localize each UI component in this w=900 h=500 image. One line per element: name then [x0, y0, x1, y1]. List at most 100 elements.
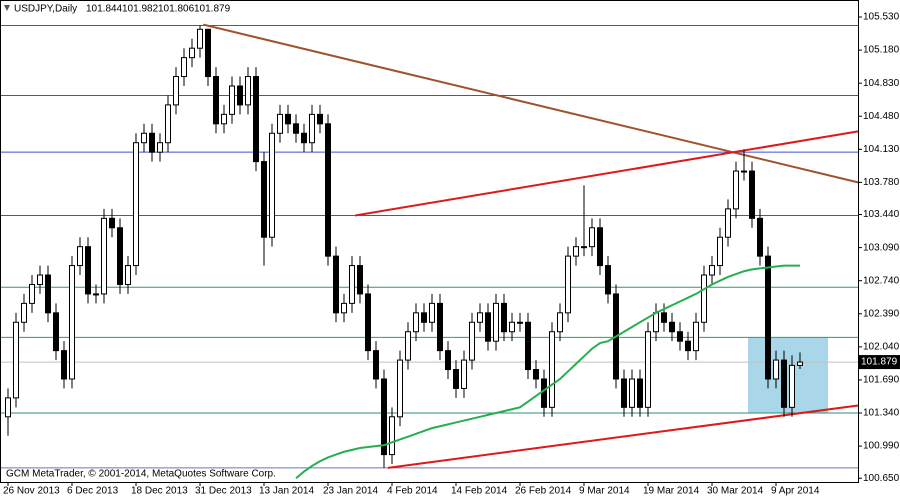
candle-body [333, 255, 339, 314]
y-tick-label: 105.530 [863, 12, 900, 23]
candle-body [389, 416, 395, 456]
candle-body [549, 331, 555, 408]
candle-body [709, 265, 715, 276]
x-tick-label: 31 Dec 2013 [195, 486, 252, 497]
candle-body [677, 331, 683, 342]
candle-body [717, 236, 723, 267]
candle-body [533, 369, 539, 380]
candle-body [509, 321, 515, 333]
candle-body [485, 312, 491, 342]
x-tick-label: 13 Jan 2014 [259, 486, 314, 497]
candle-body [557, 312, 563, 333]
candle-body [797, 361, 803, 366]
candle-body [749, 170, 755, 219]
candle-body [5, 397, 11, 418]
candle-body [69, 265, 75, 380]
candle-body [789, 364, 795, 408]
candle-body [493, 302, 499, 342]
price-label: 101.879 [861, 357, 898, 368]
zone [748, 337, 828, 414]
candle-body [421, 312, 427, 323]
candle-body [173, 76, 179, 106]
x-tick-label: 9 Apr 2014 [771, 486, 820, 497]
candle-body [317, 113, 323, 125]
candle-body [461, 359, 467, 389]
x-tick-label: 19 Mar 2014 [643, 486, 700, 497]
candle-body [301, 132, 307, 144]
menu-icon[interactable] [4, 5, 10, 11]
candle-body [349, 265, 355, 304]
open-value: 101.844 [86, 4, 123, 15]
candle-body [61, 350, 67, 380]
candle-body [293, 123, 299, 134]
candle-body [437, 302, 443, 352]
candle-body [397, 359, 403, 418]
candle-body [469, 321, 475, 361]
y-tick-label: 102.740 [863, 275, 900, 286]
candle-body [325, 123, 331, 257]
candle-body [245, 76, 251, 106]
candle-body [733, 170, 739, 210]
y-tick-label: 102.040 [863, 341, 900, 352]
candle-body [29, 283, 35, 304]
candle-body [277, 113, 283, 134]
candle-body [645, 331, 651, 408]
candle-body [85, 246, 91, 295]
symbol: USDJPY,Daily [14, 4, 77, 15]
y-tick-label: 104.130 [863, 144, 900, 155]
candle-body [581, 246, 587, 249]
candle-body [525, 321, 531, 371]
candle-body [501, 302, 507, 333]
candle-body [93, 293, 99, 296]
candle-body [661, 312, 667, 323]
candle-body [541, 378, 547, 408]
x-tick-label: 30 Mar 2014 [707, 486, 764, 497]
candle-body [629, 378, 635, 408]
candle-body [221, 113, 227, 125]
candle-body [269, 132, 275, 238]
credit: GCM MetaTrader, © 2001-2014, MetaQuotes … [6, 469, 276, 480]
trendline [355, 130, 859, 217]
candle-body [765, 255, 771, 380]
y-tick-label: 103.090 [863, 242, 900, 253]
candle-body [573, 246, 579, 257]
candle-body [21, 302, 27, 323]
candle-body [653, 312, 659, 333]
candle-body [357, 265, 363, 295]
candle-body [413, 312, 419, 333]
y-tick-label: 100.990 [863, 441, 900, 452]
candle-body [597, 227, 603, 267]
price-label-box [858, 355, 900, 370]
candle-body [133, 142, 139, 267]
candle-body [741, 170, 747, 173]
y-tick-label: 103.440 [863, 209, 900, 220]
candle-body [589, 227, 595, 248]
high-value: 101.982 [122, 4, 159, 15]
candle-body [197, 28, 203, 49]
candle-body [757, 217, 763, 257]
candle-body [477, 312, 483, 323]
candle-body [773, 359, 779, 380]
candle-body [429, 302, 435, 323]
candle-body [381, 378, 387, 456]
candle-body [253, 76, 259, 163]
candle-body [309, 113, 315, 144]
trendline [202, 23, 859, 184]
candle-body [13, 321, 19, 399]
candle-body [205, 28, 211, 78]
candle-body [453, 369, 459, 389]
candle-body [125, 265, 131, 285]
x-tick-label: 26 Feb 2014 [515, 486, 572, 497]
candle-body [213, 76, 219, 125]
candle-body [189, 47, 195, 59]
candle-body [181, 57, 187, 78]
candle-body [141, 132, 147, 144]
y-tick-label: 104.830 [863, 78, 900, 89]
candle-body [37, 274, 43, 285]
candle-body [109, 217, 115, 229]
close-value: 101.879 [194, 4, 231, 15]
plot-frame [0, 0, 859, 483]
candle-body [237, 85, 243, 106]
candle-body [285, 113, 291, 125]
